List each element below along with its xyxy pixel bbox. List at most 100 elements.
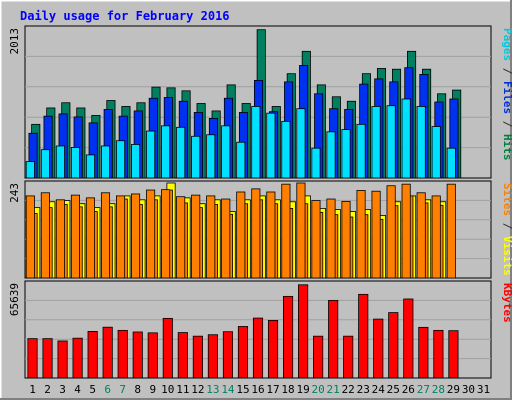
bar-visits-sites-day-11 (176, 196, 186, 279)
bar-hits-pages-day-13 (206, 134, 216, 179)
bar-visits-sites-day-22 (341, 200, 351, 279)
x-tick-label: 5 (89, 383, 96, 396)
bar-kbytes-kbytes-day-24 (373, 318, 384, 379)
bar-visits-sites-day-12 (191, 194, 201, 279)
x-tick-label: 29 (447, 383, 460, 396)
bar-visits-sites-day-23 (356, 190, 366, 279)
bar-kbytes-kbytes-day-11 (177, 332, 188, 379)
bar-visits-sites-day-6 (100, 192, 111, 279)
bar-visits-sites-day-28 (431, 195, 441, 279)
bar-kbytes-kbytes-day-1 (27, 338, 38, 379)
x-tick-label: 23 (357, 383, 370, 396)
panel-kbytes-side-label-part: KBytes (501, 283, 512, 323)
bar-hits-pages-day-29 (446, 147, 456, 179)
x-tick-label: 2 (44, 383, 51, 396)
bar-visits-sites-day-15 (236, 191, 246, 279)
bar-kbytes-kbytes-day-21 (328, 300, 339, 379)
bar-hits-pages-day-7 (116, 140, 126, 179)
bar-visits-sites-day-2 (40, 192, 50, 279)
x-tick-label: 24 (372, 383, 386, 396)
bar-kbytes-kbytes-day-2 (42, 338, 53, 379)
bar-visits-sites-day-4 (70, 194, 80, 279)
panel-kbytes-side-label: KBytes (501, 283, 512, 323)
bar-hits-pages-day-4 (70, 147, 80, 179)
bar-kbytes-kbytes-day-10 (162, 317, 173, 379)
x-tick-label: 20 (312, 383, 325, 396)
bar-visits-sites-day-17 (266, 191, 276, 279)
bar-hits-pages-day-10 (161, 125, 171, 179)
x-tick-label: 17 (266, 383, 279, 396)
bar-visits-sites-day-9 (146, 189, 156, 279)
bar-kbytes-kbytes-day-18 (282, 295, 294, 379)
panel-hits-side-label-part: Files (501, 81, 512, 114)
bar-hits-pages-day-20 (311, 147, 321, 179)
x-tick-label: 10 (161, 383, 174, 396)
bar-hits-pages-day-17 (266, 112, 276, 179)
bar-visits-sites-day-5 (85, 197, 96, 279)
panel-hits-side-label-part: Hits (501, 134, 512, 161)
bar-hits-pages-day-15 (236, 141, 246, 179)
panel-hits-side-label-part: / (501, 114, 512, 134)
panel-visits: 243 Sites / Visits (8, 180, 512, 279)
x-tick-label: 7 (119, 383, 126, 396)
panel-hits: 2013 Pages / Files / Hits (8, 25, 512, 179)
bar-kbytes-kbytes-day-15 (237, 326, 249, 379)
x-tick-label: 22 (342, 383, 355, 396)
x-tick-label: 30 (462, 383, 475, 396)
x-tick-label: 12 (191, 383, 204, 396)
bar-hits-pages-day-11 (176, 126, 186, 179)
panel-hits-side-label: Pages / Files / Hits (501, 28, 512, 161)
bar-visits-sites-day-27 (416, 192, 426, 279)
x-tick-label: 4 (74, 383, 81, 396)
x-tick-label: 26 (402, 383, 415, 396)
bar-kbytes-kbytes-day-17 (267, 319, 279, 379)
panel-kbytes: 65639 KBytes (8, 280, 512, 379)
bar-kbytes-kbytes-day-6 (102, 326, 113, 379)
bar-hits-pages-day-12 (191, 135, 201, 179)
panel-hits-ymax-label: 2013 (8, 28, 21, 55)
bar-kbytes-kbytes-day-20 (313, 335, 324, 379)
bar-kbytes-kbytes-day-12 (192, 335, 203, 379)
x-tick-label: 1 (29, 383, 36, 396)
bar-kbytes-kbytes-day-22 (343, 335, 354, 379)
x-tick-label: 19 (296, 383, 309, 396)
panel-visits-side-label-part: / (501, 216, 512, 236)
bar-hits-pages-day-3 (55, 145, 65, 179)
bar-hits-pages-day-2 (40, 149, 50, 179)
bar-kbytes-kbytes-day-25 (388, 312, 399, 379)
bar-hits-pages-day-5 (85, 154, 96, 179)
x-tick-label: 31 (477, 383, 490, 396)
bar-hits-pages-day-25 (386, 105, 396, 179)
bar-visits-sites-day-10 (161, 189, 171, 279)
panels-layer: 2013 Pages / Files / Hits 243 Sites / Visit… (8, 25, 512, 379)
x-tick-label: 27 (417, 383, 430, 396)
bar-hits-pages-day-21 (326, 131, 336, 179)
bar-kbytes-kbytes-day-5 (87, 330, 98, 379)
panel-hits-side-label-part: Pages (501, 28, 512, 61)
x-axis: 1 2 3 4 5 6 7 8 9 10 11 12 13 14 15 16 17 18 19 20 21 22 23 24 2… (29, 383, 490, 396)
bar-kbytes-kbytes-day-14 (222, 331, 233, 379)
x-tick-label: 15 (236, 383, 249, 396)
bar-kbytes-kbytes-day-8 (132, 331, 143, 379)
bar-hits-pages-day-22 (341, 129, 351, 179)
panel-visits-ymax-label: 243 (8, 183, 21, 203)
bar-kbytes-kbytes-day-16 (252, 317, 264, 379)
bar-visits-sites-day-19 (296, 182, 306, 279)
bar-hits-pages-day-9 (146, 130, 156, 179)
x-tick-label: 18 (281, 383, 294, 396)
x-tick-label: 6 (104, 383, 111, 396)
bar-visits-sites-day-14 (221, 198, 231, 279)
bar-visits-sites-day-13 (206, 195, 216, 279)
panel-visits-side-label: Sites / Visits (501, 183, 512, 276)
bar-kbytes-kbytes-day-19 (298, 284, 309, 379)
bar-visits-sites-day-24 (371, 190, 381, 279)
bar-kbytes-kbytes-day-9 (147, 332, 158, 379)
bar-visits-sites-day-16 (251, 188, 261, 279)
bar-visits-sites-day-1 (25, 195, 35, 279)
bar-kbytes-kbytes-day-27 (418, 326, 429, 379)
bar-hits-pages-day-14 (221, 125, 231, 179)
chart-title: Daily usage for February 2016 (20, 9, 230, 23)
bar-visits-sites-day-26 (401, 183, 411, 279)
